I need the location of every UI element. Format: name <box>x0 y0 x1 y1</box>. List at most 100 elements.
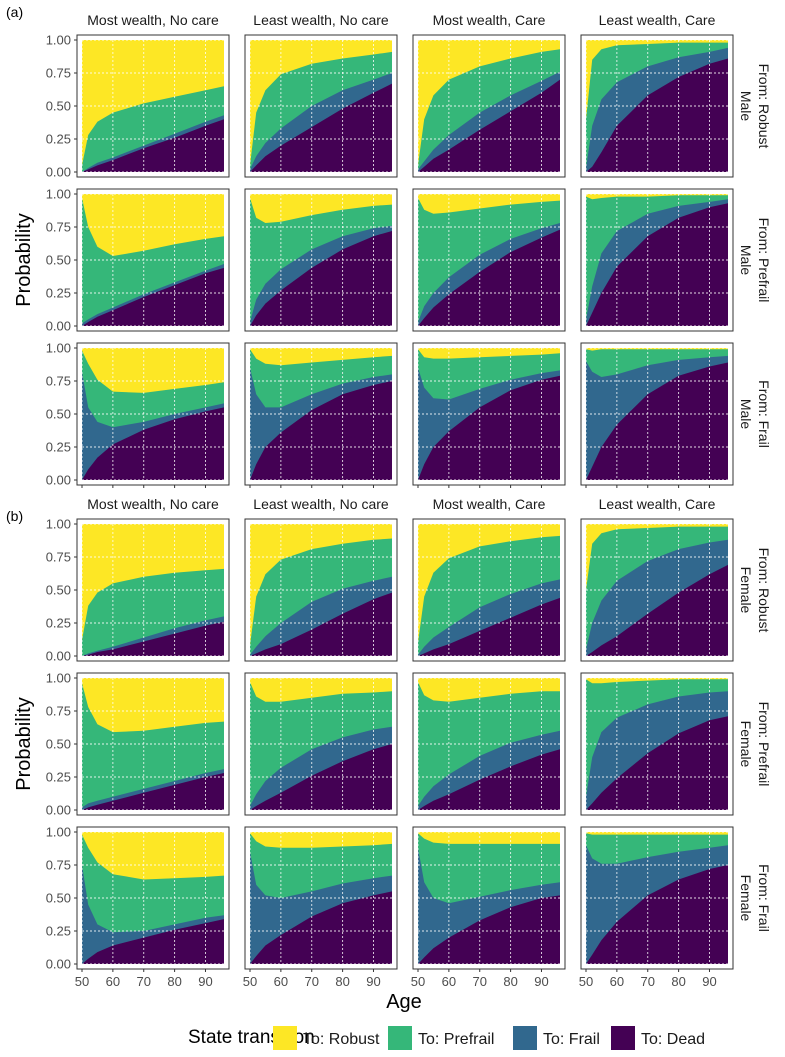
y-tick-label: 0.75 <box>46 550 71 565</box>
legend-label-prefrail: To: Prefrail <box>418 1031 494 1048</box>
row-strip-from-label: From: Prefrail <box>756 702 772 787</box>
x-tick-label: 70 <box>137 974 151 989</box>
y-tick-label: 0.75 <box>46 858 71 873</box>
x-tick-label: 50 <box>243 974 257 989</box>
part-label-b: (b) <box>6 508 23 524</box>
y-axis-title: Probability <box>13 697 35 790</box>
panel <box>412 826 566 970</box>
y-tick-label: 0.00 <box>46 473 71 488</box>
panel <box>244 518 398 662</box>
y-tick-label: 0.25 <box>46 132 71 147</box>
panel-border <box>244 672 398 816</box>
x-tick-label: 80 <box>167 974 181 989</box>
legend-swatch-prefrail <box>388 1026 412 1050</box>
panel-border <box>412 188 566 332</box>
legend: State transition To: Robust To: Prefrail… <box>188 1026 705 1050</box>
panel-border <box>580 342 734 486</box>
legend-swatch-frail <box>513 1026 537 1050</box>
area-dead <box>586 58 728 172</box>
x-tick-label: 70 <box>641 974 655 989</box>
y-tick-label: 0.50 <box>46 583 71 598</box>
panel-border <box>580 672 734 816</box>
x-tick-label: 90 <box>366 974 380 989</box>
area-dead <box>418 79 560 172</box>
row-strip-from-label: From: Prefrail <box>756 218 772 303</box>
column-strip-label: Least wealth, No care <box>253 12 389 28</box>
panel <box>580 34 734 178</box>
panel-border <box>76 34 230 178</box>
y-tick-label: 0.50 <box>46 891 71 906</box>
y-tick-label: 0.00 <box>46 957 71 972</box>
y-tick-label: 0.25 <box>46 286 71 301</box>
area-dead <box>418 597 560 656</box>
column-strip-label: Most wealth, No care <box>87 12 219 28</box>
area-dead <box>82 919 224 964</box>
x-axis-title: Age <box>386 991 422 1013</box>
panel-border <box>580 826 734 970</box>
y-tick-label: 0.00 <box>46 165 71 180</box>
column-strip-label: Most wealth, No care <box>87 496 219 512</box>
panel <box>412 188 566 332</box>
panel-border <box>76 518 230 662</box>
panel <box>244 34 398 178</box>
panel-border <box>244 34 398 178</box>
y-tick-label: 1.00 <box>46 825 71 840</box>
panel-border <box>412 672 566 816</box>
panel <box>580 826 734 970</box>
panel <box>412 342 566 486</box>
area-dead <box>586 716 728 810</box>
column-strip-label: Most wealth, Care <box>433 496 546 512</box>
y-tick-label: 0.75 <box>46 704 71 719</box>
x-tick-label: 50 <box>75 974 89 989</box>
y-tick-label: 0.25 <box>46 770 71 785</box>
row-strip-from-label: From: Robust <box>756 548 772 633</box>
x-tick-label: 90 <box>534 974 548 989</box>
legend-label-dead: To: Dead <box>641 1031 705 1048</box>
row-strip-sex-label: Male <box>738 245 754 276</box>
area-dead <box>418 375 560 480</box>
panel <box>76 826 230 970</box>
part-label-a: (a) <box>6 4 23 20</box>
panel <box>244 342 398 486</box>
y-tick-label: 1.00 <box>46 671 71 686</box>
y-tick-label: 0.50 <box>46 253 71 268</box>
panel-border <box>412 342 566 486</box>
panel <box>580 188 734 332</box>
row-strip-sex-label: Male <box>738 91 754 122</box>
panel-border <box>580 518 734 662</box>
area-dead <box>82 407 224 480</box>
x-tick-label: 50 <box>411 974 425 989</box>
panel <box>76 672 230 816</box>
panel-border <box>244 342 398 486</box>
panel <box>76 342 230 486</box>
y-tick-label: 0.00 <box>46 803 71 818</box>
y-tick-label: 0.25 <box>46 440 71 455</box>
row-strip-from-label: From: Frail <box>756 380 772 448</box>
area-dead <box>586 564 728 656</box>
y-tick-label: 0.50 <box>46 737 71 752</box>
y-axis-title: Probability <box>13 213 35 306</box>
y-tick-label: 0.25 <box>46 924 71 939</box>
area-dead <box>418 895 560 964</box>
area-dead <box>586 865 728 964</box>
x-tick-label: 60 <box>274 974 288 989</box>
panel-border <box>244 518 398 662</box>
area-dead <box>250 592 392 656</box>
column-strip-label: Least wealth, Care <box>599 12 716 28</box>
y-tick-label: 1.00 <box>46 341 71 356</box>
panel <box>580 518 734 662</box>
panel-border <box>76 826 230 970</box>
legend-label-frail: To: Frail <box>543 1031 600 1048</box>
panel-border <box>244 826 398 970</box>
x-tick-label: 70 <box>305 974 319 989</box>
panel <box>580 672 734 816</box>
x-tick-label: 60 <box>610 974 624 989</box>
column-strip-label: Least wealth, Care <box>599 496 716 512</box>
y-tick-label: 0.75 <box>46 374 71 389</box>
area-dead <box>250 231 392 326</box>
x-tick-label: 80 <box>503 974 517 989</box>
panel-border <box>580 34 734 178</box>
panel-border <box>76 188 230 332</box>
area-dead <box>418 229 560 326</box>
